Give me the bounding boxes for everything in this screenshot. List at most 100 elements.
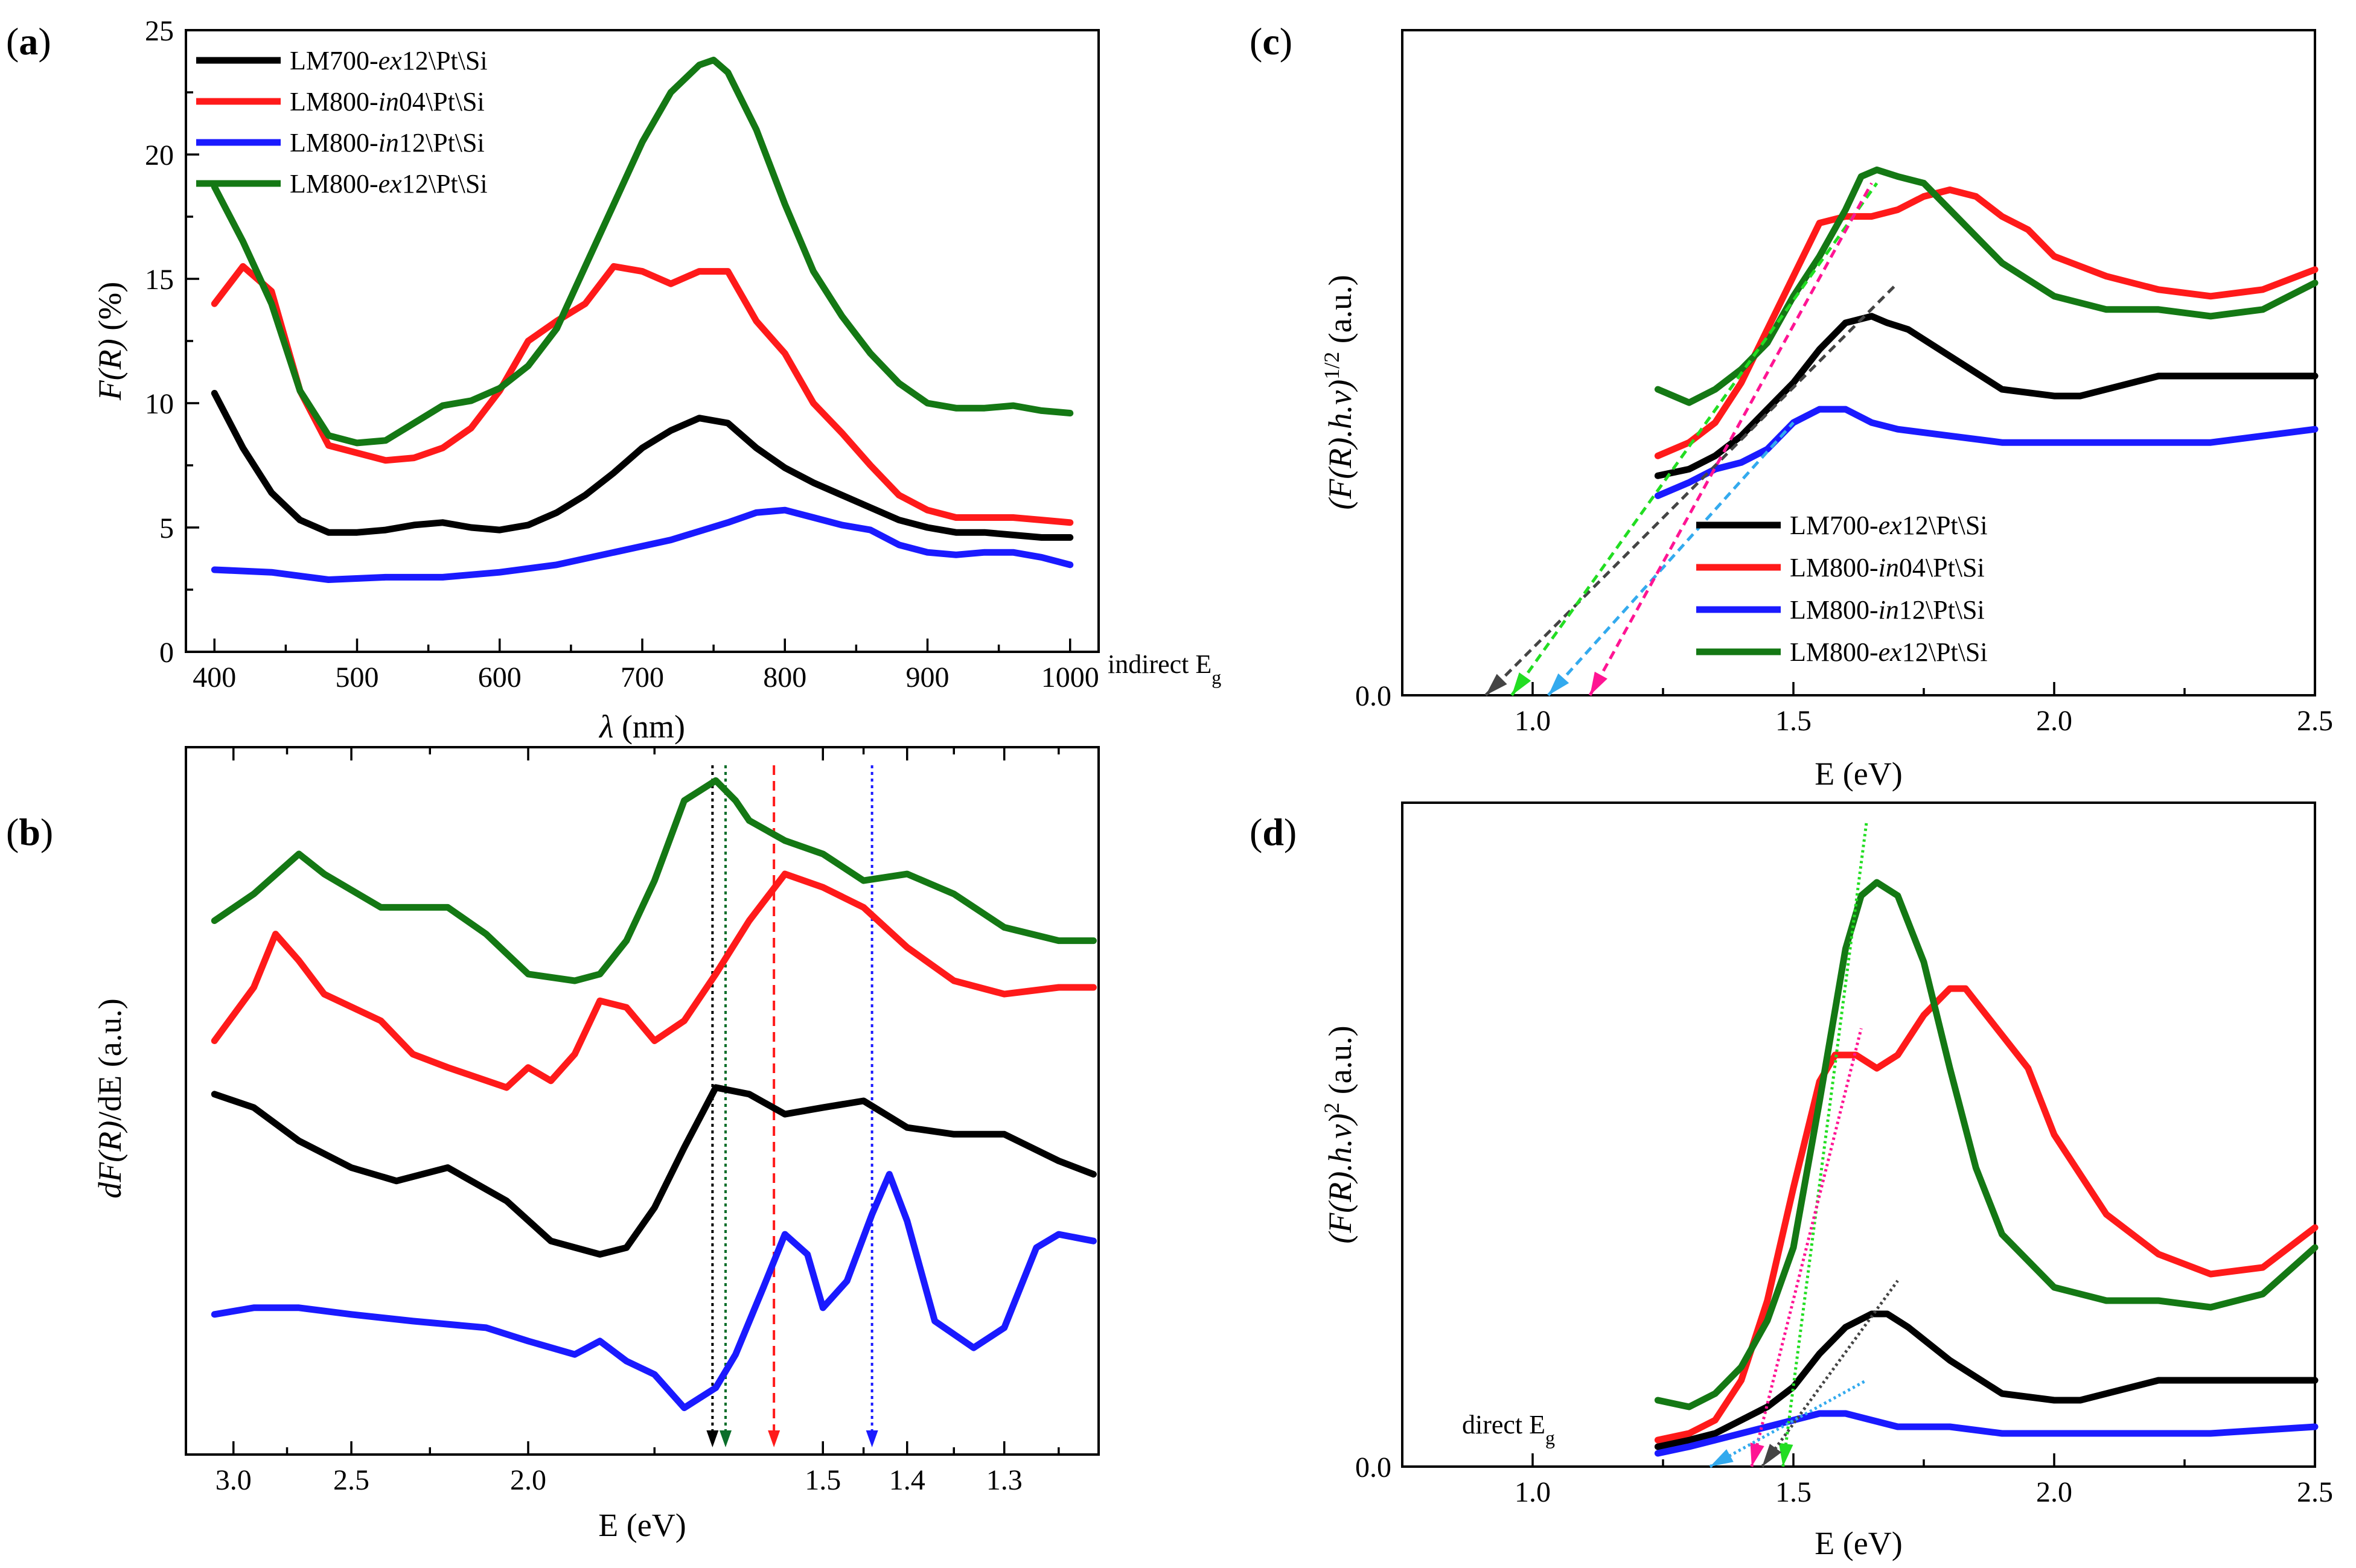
panel-d-series-line-3 xyxy=(1654,879,2319,1410)
panel-b-xtick-label-4: 1.4 xyxy=(889,1464,925,1496)
panel-a-xtick-label-0: 400 xyxy=(193,661,236,693)
panel-b-xtick-label-1: 2.5 xyxy=(333,1464,369,1496)
panel-d-xtick-label-0: 1.0 xyxy=(1515,1476,1551,1508)
panel-b-series-line-2 xyxy=(211,1084,1097,1258)
panel-c-xtick-label-0: 1.0 xyxy=(1515,705,1551,737)
panel-c-frame xyxy=(1401,29,2316,696)
panel-a-ytick-label-1: 5 xyxy=(159,512,174,544)
panel-b-marker-arrow-2 xyxy=(768,1430,781,1447)
panel-c-fit-line-1 xyxy=(1510,182,1879,696)
panel-d-fit-line-3 xyxy=(1709,1378,1868,1468)
panel-b-xtick-label-3: 1.5 xyxy=(805,1464,841,1496)
panel-c: 1.0 1.5 2.0 2.5 0.0 (c) E (eV) (F(R).h.v)1/2… xyxy=(1108,20,2333,792)
panel-d-xlabel: E (eV) xyxy=(1815,1525,1902,1561)
panel-b-xtick-label-5: 1.3 xyxy=(986,1464,1023,1496)
panel-a-label: (a) xyxy=(6,20,51,63)
panel-c-legend-label-1: LM800-in04\Pt\Si xyxy=(1790,553,1985,582)
panel-b-series-line-3 xyxy=(211,1171,1097,1412)
panel-b-label: (b) xyxy=(6,811,53,853)
panel-d-xtick-label-2: 2.0 xyxy=(2036,1476,2072,1508)
panel-c-ylabel: (F(R).h.v)1/2 (a.u.) xyxy=(1320,275,1358,509)
panel-c-fit-arrow-0 xyxy=(1486,674,1507,695)
panel-c-legend: LM700-ex12\Pt\Si LM800-in04\Pt\Si LM800-in… xyxy=(1696,511,1988,667)
panel-d-xtick-label-3: 2.5 xyxy=(2297,1476,2333,1508)
panel-d-ylabel: (F(R).h.v)2 (a.u.) xyxy=(1320,1025,1358,1243)
panel-c-annotation: indirect Eg xyxy=(1108,649,1221,688)
panel-a-series-line-2 xyxy=(211,506,1074,583)
panel-a-xtick-label-1: 500 xyxy=(336,661,379,693)
panel-a-xtick-label-6: 1000 xyxy=(1041,661,1099,693)
panel-c-fit-line-0 xyxy=(1484,282,1899,696)
panel-d-series-line-1 xyxy=(1654,985,2319,1444)
panel-c-fits xyxy=(1484,182,1899,696)
panel-c-legend-label-0: LM700-ex12\Pt\Si xyxy=(1790,511,1988,540)
panel-a-series xyxy=(211,56,1074,583)
panel-d-frame xyxy=(1401,802,2316,1468)
panel-c-fit-arrow-3 xyxy=(1590,671,1607,695)
panel-d-fit-line-1 xyxy=(1750,1028,1863,1467)
panel-c-series-line-0 xyxy=(1654,313,2319,479)
panel-a-legend-label-0: LM700-ex12\Pt\Si xyxy=(290,46,488,75)
panel-a-xtick-label-2: 600 xyxy=(478,661,522,693)
panel-d-fit-line-2 xyxy=(1761,1280,1899,1468)
panel-a-ytick-label-3: 15 xyxy=(145,264,174,296)
panel-d-annotation: direct Eg xyxy=(1462,1410,1555,1448)
panel-b-frame xyxy=(185,746,1100,1456)
panel-b-series-line-0 xyxy=(211,777,1097,984)
panel-d-ticks: 1.0 1.5 2.0 2.5 0.0 xyxy=(1355,1452,2333,1508)
panel-b-marker-arrow-1 xyxy=(719,1430,732,1447)
panel-a-ytick-label-5: 25 xyxy=(145,15,174,47)
panel-c-ytick-label-0: 0.0 xyxy=(1355,680,1391,712)
panel-c-fit-line-3 xyxy=(1588,182,1873,696)
panel-a-series-line-1 xyxy=(211,263,1074,526)
panel-a-ytick-label-4: 20 xyxy=(145,139,174,171)
panel-d-fit-arrow-3 xyxy=(1710,1449,1734,1467)
panel-b-series-line-1 xyxy=(211,870,1097,1091)
panel-d-fit-arrow-2 xyxy=(1762,1444,1782,1467)
panel-a-series-line-0 xyxy=(211,390,1074,541)
panel-c-xlabel: E (eV) xyxy=(1815,756,1902,792)
panel-b-series xyxy=(211,777,1097,1412)
panel-d-xtick-label-1: 1.5 xyxy=(1775,1476,1812,1508)
panel-b-marker-arrow-0 xyxy=(706,1430,719,1447)
panel-c-fit-arrow-2 xyxy=(1548,673,1569,695)
panel-b: 3.0 2.5 2.0 1.5 1.4 1.3 (b) E (eV) dF(R)/dE (… xyxy=(6,746,1100,1543)
panel-a-legend-label-2: LM800-in12\Pt\Si xyxy=(290,128,485,158)
panel-c-xtick-label-1: 1.5 xyxy=(1775,705,1812,737)
panel-c-xtick-label-3: 2.5 xyxy=(2297,705,2333,737)
panel-a-legend-label-3: LM800-ex12\Pt\Si xyxy=(290,169,488,199)
panel-d-fit-arrow-0 xyxy=(1778,1442,1793,1467)
panel-a-ytick-label-0: 0 xyxy=(159,637,174,669)
panel-a-ticks: 400 500 600 700 800 900 1000 0 5 10 15 20 25 xyxy=(145,15,1099,693)
panel-c-series xyxy=(1654,166,2319,499)
panel-b-marker-arrow-3 xyxy=(866,1430,878,1447)
panel-a-ytick-label-2: 10 xyxy=(145,388,174,420)
panel-d-series-line-0 xyxy=(1654,1310,2319,1450)
panel-a-legend-label-1: LM800-in04\Pt\Si xyxy=(290,87,485,116)
panel-d-series xyxy=(1654,879,2319,1457)
panel-b-markers xyxy=(706,765,878,1447)
panel-a: 400 500 600 700 800 900 1000 0 5 10 15 20 25 (a) λ (… xyxy=(6,15,1100,745)
panel-c-ticks: 1.0 1.5 2.0 2.5 0.0 xyxy=(1355,680,2333,737)
panel-a-series-line-3 xyxy=(211,56,1074,447)
panel-d-label: (d) xyxy=(1250,811,1297,853)
panel-c-fit-arrow-1 xyxy=(1512,672,1531,695)
panel-a-legend: LM700-ex12\Pt\Si LM800-in04\Pt\Si LM800-in… xyxy=(196,46,488,199)
panel-a-xlabel: λ (nm) xyxy=(598,709,685,745)
panel-d: 1.0 1.5 2.0 2.5 0.0 (d) E (eV) (F(R).h.v)2 (… xyxy=(1250,802,2333,1561)
panel-a-ylabel: F(R) (%) xyxy=(92,282,128,401)
panel-a-frame xyxy=(185,29,1100,653)
panel-c-fit-line-2 xyxy=(1547,421,1795,696)
panel-c-label: (c) xyxy=(1250,20,1292,63)
panel-a-xtick-label-4: 800 xyxy=(763,661,806,693)
panel-b-ylabel: dF(R)/dE (a.u.) xyxy=(92,998,128,1198)
panel-d-ytick-label-0: 0.0 xyxy=(1355,1452,1391,1484)
panel-a-xtick-label-3: 700 xyxy=(621,661,664,693)
panel-c-legend-label-2: LM800-in12\Pt\Si xyxy=(1790,595,1985,625)
panel-d-fits xyxy=(1709,822,1899,1468)
panel-b-xtick-label-2: 2.0 xyxy=(510,1464,546,1496)
panel-b-xtick-label-0: 3.0 xyxy=(215,1464,252,1496)
panel-c-legend-label-3: LM800-ex12\Pt\Si xyxy=(1790,637,1988,667)
panel-d-fit-arrow-1 xyxy=(1750,1442,1764,1467)
